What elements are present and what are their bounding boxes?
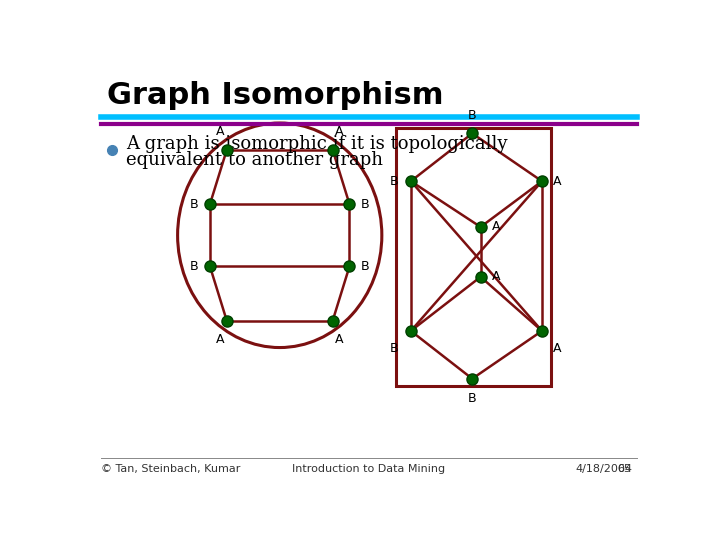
Text: A: A bbox=[492, 271, 500, 284]
Text: B: B bbox=[468, 392, 477, 405]
Text: A: A bbox=[554, 175, 562, 188]
Text: A: A bbox=[216, 125, 224, 138]
Text: A graph is isomorphic if it is topologically: A graph is isomorphic if it is topologic… bbox=[126, 135, 508, 153]
Text: A: A bbox=[336, 333, 343, 346]
Text: B: B bbox=[390, 175, 398, 188]
Text: A: A bbox=[554, 342, 562, 355]
Text: Introduction to Data Mining: Introduction to Data Mining bbox=[292, 464, 446, 474]
Text: 4/18/2004: 4/18/2004 bbox=[575, 464, 632, 474]
Text: A: A bbox=[492, 220, 500, 233]
Text: 65: 65 bbox=[617, 464, 631, 474]
Text: B: B bbox=[361, 198, 369, 211]
Text: equivalent to another graph: equivalent to another graph bbox=[126, 151, 383, 170]
Text: © Tan, Steinbach, Kumar: © Tan, Steinbach, Kumar bbox=[101, 464, 240, 474]
Text: A: A bbox=[336, 125, 343, 138]
Bar bbox=[396, 128, 551, 386]
Text: B: B bbox=[190, 260, 199, 273]
Text: B: B bbox=[390, 342, 398, 355]
Text: A: A bbox=[216, 333, 224, 346]
Text: B: B bbox=[468, 110, 477, 123]
Text: B: B bbox=[361, 260, 369, 273]
Text: B: B bbox=[190, 198, 199, 211]
Text: Graph Isomorphism: Graph Isomorphism bbox=[107, 82, 444, 111]
